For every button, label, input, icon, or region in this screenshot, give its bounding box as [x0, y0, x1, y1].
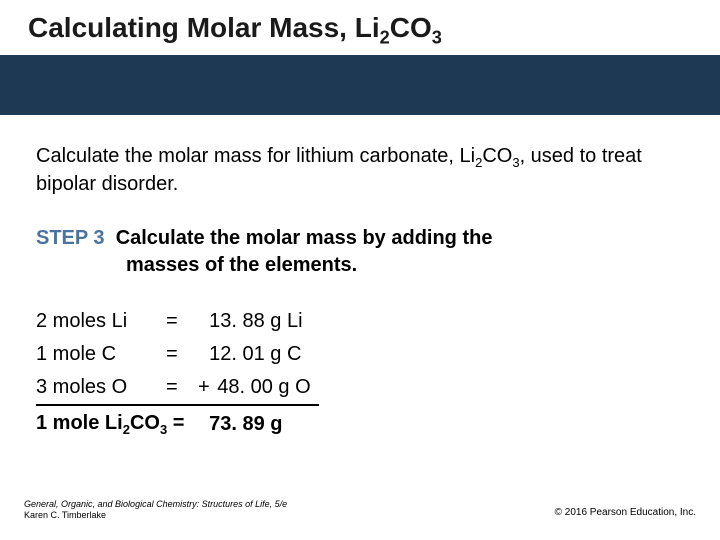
calc-eq: = — [166, 305, 198, 338]
calc-val: 13. 88 g Li — [209, 310, 302, 332]
calc-eq: = — [166, 371, 198, 405]
table-row-total: 1 mole Li2CO3 = 73. 89 g — [36, 405, 319, 442]
intro-prefix: Calculate the molar mass for lithium car… — [36, 145, 475, 167]
title-sub2: 3 — [432, 28, 442, 48]
plus-sign: + — [198, 376, 217, 398]
calc-eq: = — [166, 338, 198, 371]
footer-right: © 2016 Pearson Education, Inc. — [555, 507, 696, 518]
title-area: Calculating Molar Mass, Li2CO3 — [0, 0, 720, 55]
step-label: STEP 3 — [36, 227, 105, 249]
title-mid: CO — [390, 12, 432, 43]
table-row: 1 mole C = 12. 01 g C — [36, 338, 319, 371]
calc-left: 3 moles O — [36, 371, 166, 405]
calc-right: + 48. 00 g O — [198, 371, 319, 405]
intro-sub2: 3 — [512, 155, 519, 170]
total-suffix: = — [167, 412, 184, 434]
slide: Calculating Molar Mass, Li2CO3 Calculate… — [0, 0, 720, 540]
step-line1: Calculate the molar mass by adding the — [116, 227, 493, 249]
calc-left: 2 moles Li — [36, 305, 166, 338]
intro-mid: CO — [482, 145, 512, 167]
table-row: 2 moles Li = 13. 88 g Li — [36, 305, 319, 338]
calc-val: 12. 01 g C — [209, 343, 301, 365]
calc-left: 1 mole C — [36, 338, 166, 371]
step-line2: masses of the elements. — [126, 252, 684, 279]
calc-right: 12. 01 g C — [198, 338, 319, 371]
body-area: Calculate the molar mass for lithium car… — [0, 115, 720, 443]
total-sub1: 2 — [123, 422, 130, 437]
step-block: STEP 3 Calculate the molar mass by addin… — [36, 225, 684, 279]
slide-title: Calculating Molar Mass, Li2CO3 — [28, 12, 692, 49]
title-sub1: 2 — [380, 28, 390, 48]
table-row: 3 moles O = + 48. 00 g O — [36, 371, 319, 405]
title-prefix: Calculating Molar Mass, Li — [28, 12, 380, 43]
calc-table: 2 moles Li = 13. 88 g Li 1 mole C = 12. … — [36, 305, 319, 442]
total-left: 1 mole Li2CO3 = — [36, 405, 198, 442]
calc-right: 13. 88 g Li — [198, 305, 319, 338]
total-mid: CO — [130, 412, 160, 434]
total-right: 73. 89 g — [198, 405, 319, 442]
calc-val: 48. 00 g O — [217, 376, 310, 398]
total-prefix: 1 mole Li — [36, 412, 123, 434]
footer-book-title: General, Organic, and Biological Chemist… — [24, 499, 287, 509]
banner — [0, 55, 720, 115]
intro-text: Calculate the molar mass for lithium car… — [36, 143, 684, 198]
footer-author: Karen C. Timberlake — [24, 510, 287, 522]
total-val: 73. 89 g — [209, 413, 282, 435]
footer-left: General, Organic, and Biological Chemist… — [24, 499, 287, 522]
